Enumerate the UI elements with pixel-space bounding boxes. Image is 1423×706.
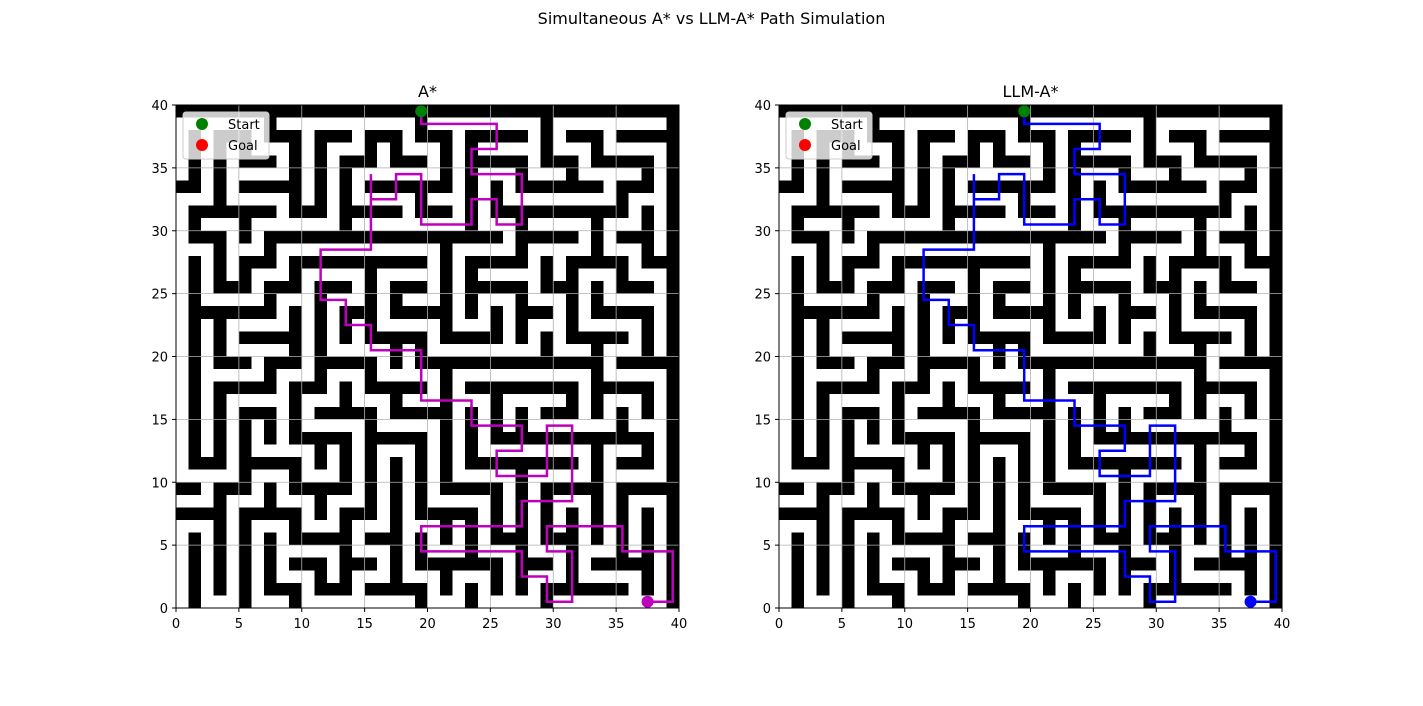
astar-y-tick-label: 35 — [151, 162, 168, 177]
llm-astar-x-tick-label: 40 — [1274, 617, 1291, 632]
llm-astar-y-tick-label: 25 — [754, 288, 771, 303]
astar-y-tick-label: 0 — [160, 602, 168, 617]
llm-astar-y-tick-label: 10 — [754, 476, 771, 491]
astar-start-marker — [415, 105, 428, 118]
astar-x-tick-label: 15 — [356, 617, 373, 632]
llm-astar-legend-marker-goal — [799, 139, 811, 151]
astar-x-tick-label: 10 — [293, 617, 310, 632]
astar-legend-marker-goal — [196, 139, 208, 151]
astar-x-tick-label: 30 — [545, 617, 562, 632]
llm-astar-panel: 0 5 10 15 20 25 30 35 40 0 5 10 15 20 25 30 35 40 LLM-A* St… — [754, 82, 1290, 632]
astar-panel: 0 5 10 15 20 25 30 35 40 0 5 10 15 20 25 30 35 40 A* Start G… — [151, 82, 687, 632]
astar-y-tick-label: 25 — [151, 288, 168, 303]
astar-y-tick-label: 40 — [151, 99, 168, 114]
astar-grid — [175, 104, 680, 609]
llm-astar-y-tick-label: 30 — [754, 225, 771, 240]
llm-astar-x-tick-label: 5 — [838, 617, 846, 632]
astar-y-tick-label: 20 — [151, 351, 168, 366]
astar-x-tick-label: 5 — [235, 617, 243, 632]
llm-astar-x-tick-label: 20 — [1022, 617, 1039, 632]
astar-x-tick-label: 25 — [482, 617, 499, 632]
figure-title: Simultaneous A* vs LLM-A* Path Simulatio… — [538, 9, 886, 28]
astar-y-tick-label: 30 — [151, 225, 168, 240]
astar-y-tick-label: 10 — [151, 476, 168, 491]
llm-astar-x-tick-label: 25 — [1085, 617, 1102, 632]
llm-astar-path-line — [922, 111, 1277, 603]
llm-astar-legend-marker-start — [799, 118, 811, 130]
llm-astar-legend-label-start: Start — [831, 118, 863, 133]
astar-x-tick-label: 0 — [172, 617, 180, 632]
astar-y-tick-label: 15 — [151, 413, 168, 428]
astar-legend-label-start: Start — [228, 118, 260, 133]
llm-astar-x-tick-label: 10 — [896, 617, 913, 632]
llm-astar-x-tick-label: 0 — [775, 617, 783, 632]
llm-astar-y-tick-label: 5 — [763, 539, 771, 554]
astar-x-tick-label: 20 — [419, 617, 436, 632]
llm-astar-legend: Start Goal — [785, 111, 873, 160]
astar-x-tick-label: 35 — [608, 617, 625, 632]
astar-legend-marker-start — [196, 118, 208, 130]
llm-astar-y-tick-label: 35 — [754, 162, 771, 177]
astar-axes-title: A* — [418, 82, 437, 101]
astar-x-tick-label: 40 — [671, 617, 688, 632]
llm-astar-x-tick-label: 30 — [1148, 617, 1165, 632]
llm-astar-legend-label-goal: Goal — [831, 139, 861, 154]
llm-astar-x-tick-label: 15 — [959, 617, 976, 632]
astar-current-marker — [641, 595, 654, 608]
astar-y-tick-label: 5 — [160, 539, 168, 554]
llm-astar-y-tick-label: 0 — [763, 602, 771, 617]
astar-legend-label-goal: Goal — [228, 139, 258, 154]
astar-legend: Start Goal — [182, 111, 270, 160]
llm-astar-x-tick-label: 35 — [1211, 617, 1228, 632]
llm-astar-y-tick-label: 20 — [754, 351, 771, 366]
llm-astar-y-tick-label: 15 — [754, 413, 771, 428]
llm-astar-y-tick-label: 40 — [754, 99, 771, 114]
astar-path-line — [319, 111, 674, 603]
llm-astar-start-marker — [1018, 105, 1031, 118]
llm-astar-axes-title: LLM-A* — [1003, 82, 1059, 101]
llm-astar-current-marker — [1244, 595, 1257, 608]
